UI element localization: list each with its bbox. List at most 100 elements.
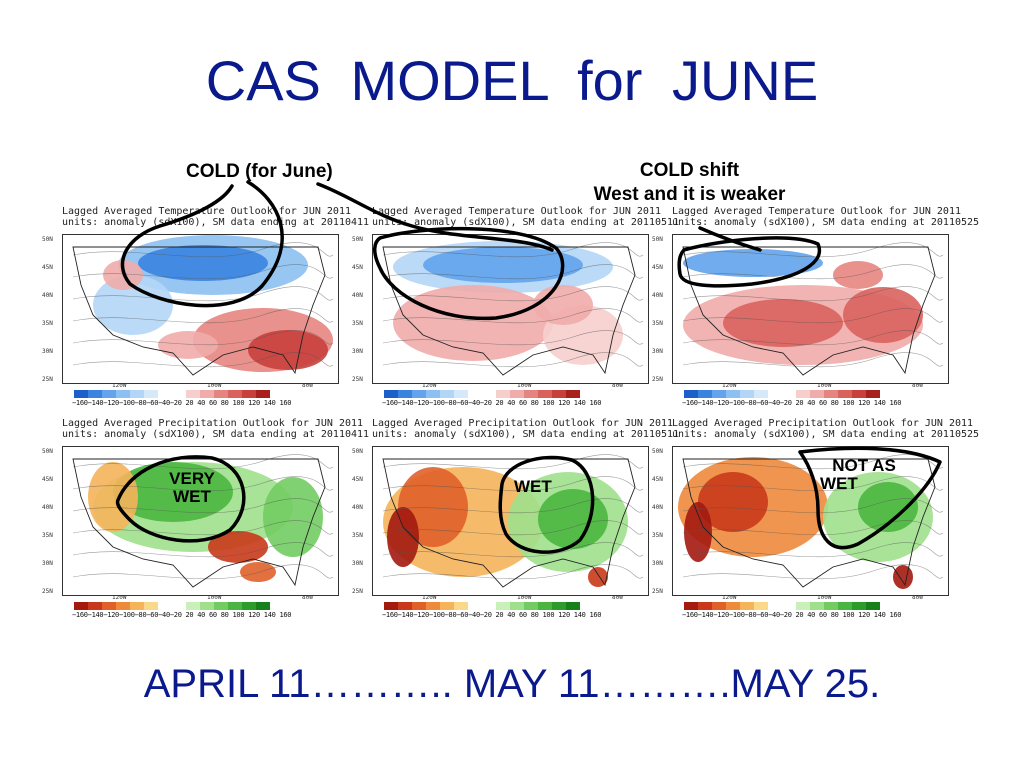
lat-label: 40N <box>352 292 363 299</box>
colorbar-swatch <box>482 602 496 610</box>
colorbar <box>684 390 880 398</box>
lat-label: 35N <box>42 320 53 327</box>
colorbar-swatch <box>454 602 468 610</box>
colorbar-swatch <box>496 602 510 610</box>
lon-label: 120W <box>112 594 127 601</box>
colorbar-swatch <box>74 602 88 610</box>
lat-label: 40N <box>352 504 363 511</box>
lat-label: 35N <box>352 532 363 539</box>
colorbar-swatch <box>440 602 454 610</box>
panel-title-line1: Lagged Averaged Temperature Outlook for … <box>672 206 961 217</box>
colorbar-swatch <box>566 602 580 610</box>
very-wet-line2: WET <box>173 487 211 506</box>
lat-label: 30N <box>352 560 363 567</box>
cold-label-text: COLD (for June) <box>186 161 333 182</box>
lat-label: 25N <box>652 588 663 595</box>
colorbar-swatch <box>510 602 524 610</box>
colorbar-swatch <box>768 390 782 398</box>
lat-label: 30N <box>42 348 53 355</box>
colorbar-swatch <box>684 390 698 398</box>
contour-line <box>682 330 944 346</box>
colorbar-swatch <box>398 390 412 398</box>
colorbar-swatch <box>256 390 270 398</box>
lat-label: 45N <box>42 264 53 271</box>
panel-title: Lagged Averaged Temperature Outlook for … <box>372 206 679 228</box>
panel-title: Lagged Averaged Temperature Outlook for … <box>62 206 369 228</box>
lat-label: 50N <box>42 236 53 243</box>
lon-label: 120W <box>422 382 437 389</box>
colorbar-swatch <box>538 602 552 610</box>
lat-label: 25N <box>352 588 363 595</box>
not-as-wet-line2: WET <box>820 474 858 493</box>
anomaly-region <box>138 245 268 281</box>
colorbar-swatch <box>102 602 116 610</box>
colorbar-swatch <box>228 390 242 398</box>
panel-title-line2: units: anomaly (sdX100), SM data ending … <box>62 217 370 228</box>
lat-label: 25N <box>42 376 53 383</box>
anomaly-region <box>723 299 843 347</box>
lat-label: 50N <box>352 236 363 243</box>
panel-title: Lagged Averaged Precipitation Outlook fo… <box>62 418 369 440</box>
slide-title: CAS MODEL for JUNE <box>205 49 819 112</box>
colorbar-swatch <box>866 390 880 398</box>
lat-label: 45N <box>42 476 53 483</box>
wet-label-text: WET <box>514 477 552 496</box>
colorbar-ticks: −160−140−120−100−80−60−40−20 20 40 60 80… <box>72 399 292 407</box>
anomaly-region <box>393 285 553 361</box>
colorbar-swatch <box>130 390 144 398</box>
colorbar-swatch <box>116 390 130 398</box>
colorbar-swatch <box>214 390 228 398</box>
coastline <box>682 246 936 376</box>
colorbar-swatch <box>552 390 566 398</box>
panel-title-line1: Lagged Averaged Temperature Outlook for … <box>372 206 661 217</box>
lat-label: 25N <box>652 376 663 383</box>
lat-label: 35N <box>352 320 363 327</box>
lon-label: 80W <box>912 382 923 389</box>
contour-line <box>682 564 944 580</box>
anomaly-region <box>88 462 138 532</box>
colorbar-swatch <box>754 390 768 398</box>
lon-label: 100W <box>517 594 532 601</box>
anomaly-map-graphic <box>673 235 948 383</box>
anomaly-region <box>538 489 608 549</box>
anomaly-region <box>103 260 143 290</box>
colorbar-swatch <box>144 390 158 398</box>
panel-title-line2: units: anomaly (sdX100), SM data ending … <box>62 429 370 440</box>
colorbar-swatch <box>256 602 270 610</box>
anomaly-map-graphic <box>373 447 648 595</box>
colorbar <box>384 602 580 610</box>
colorbar-swatch <box>510 390 524 398</box>
panel-title-line1: Lagged Averaged Precipitation Outlook fo… <box>372 418 674 429</box>
colorbar-swatch <box>158 390 172 398</box>
very-wet-line1: VERY <box>169 469 215 488</box>
colorbar-swatch <box>88 602 102 610</box>
anomaly-region <box>240 562 276 582</box>
anomaly-map <box>372 446 649 596</box>
lat-label: 30N <box>42 560 53 567</box>
contour-line <box>382 352 644 368</box>
lat-label: 40N <box>652 504 663 511</box>
lat-label: 30N <box>652 348 663 355</box>
lat-label: 50N <box>352 448 363 455</box>
anomaly-map <box>672 234 949 384</box>
colorbar-swatch <box>186 602 200 610</box>
lon-label: 120W <box>722 382 737 389</box>
forecast-panel-1: Lagged Averaged Temperature Outlook for … <box>42 206 369 407</box>
colorbar-swatch <box>754 602 768 610</box>
shift-label-line1: COLD shift <box>639 160 740 181</box>
colorbar-swatch <box>740 390 754 398</box>
panel-title-line1: Lagged Averaged Precipitation Outlook fo… <box>672 418 974 429</box>
lon-label: 120W <box>112 382 127 389</box>
lon-label: 80W <box>302 594 313 601</box>
colorbar-swatch <box>200 390 214 398</box>
forecast-panel-2: Lagged Averaged Temperature Outlook for … <box>352 206 679 407</box>
forecast-panel-6: Lagged Averaged Precipitation Outlook fo… <box>652 418 979 619</box>
lat-label: 50N <box>42 448 53 455</box>
colorbar-ticks: −160−140−120−100−80−60−40−20 20 40 60 80… <box>382 611 602 619</box>
anomaly-region <box>843 287 923 343</box>
anomaly-region <box>893 565 913 589</box>
colorbar-swatch <box>412 602 426 610</box>
panel-title-line1: Lagged Averaged Temperature Outlook for … <box>62 206 351 217</box>
colorbar-swatch <box>398 602 412 610</box>
contour-line <box>682 542 944 558</box>
